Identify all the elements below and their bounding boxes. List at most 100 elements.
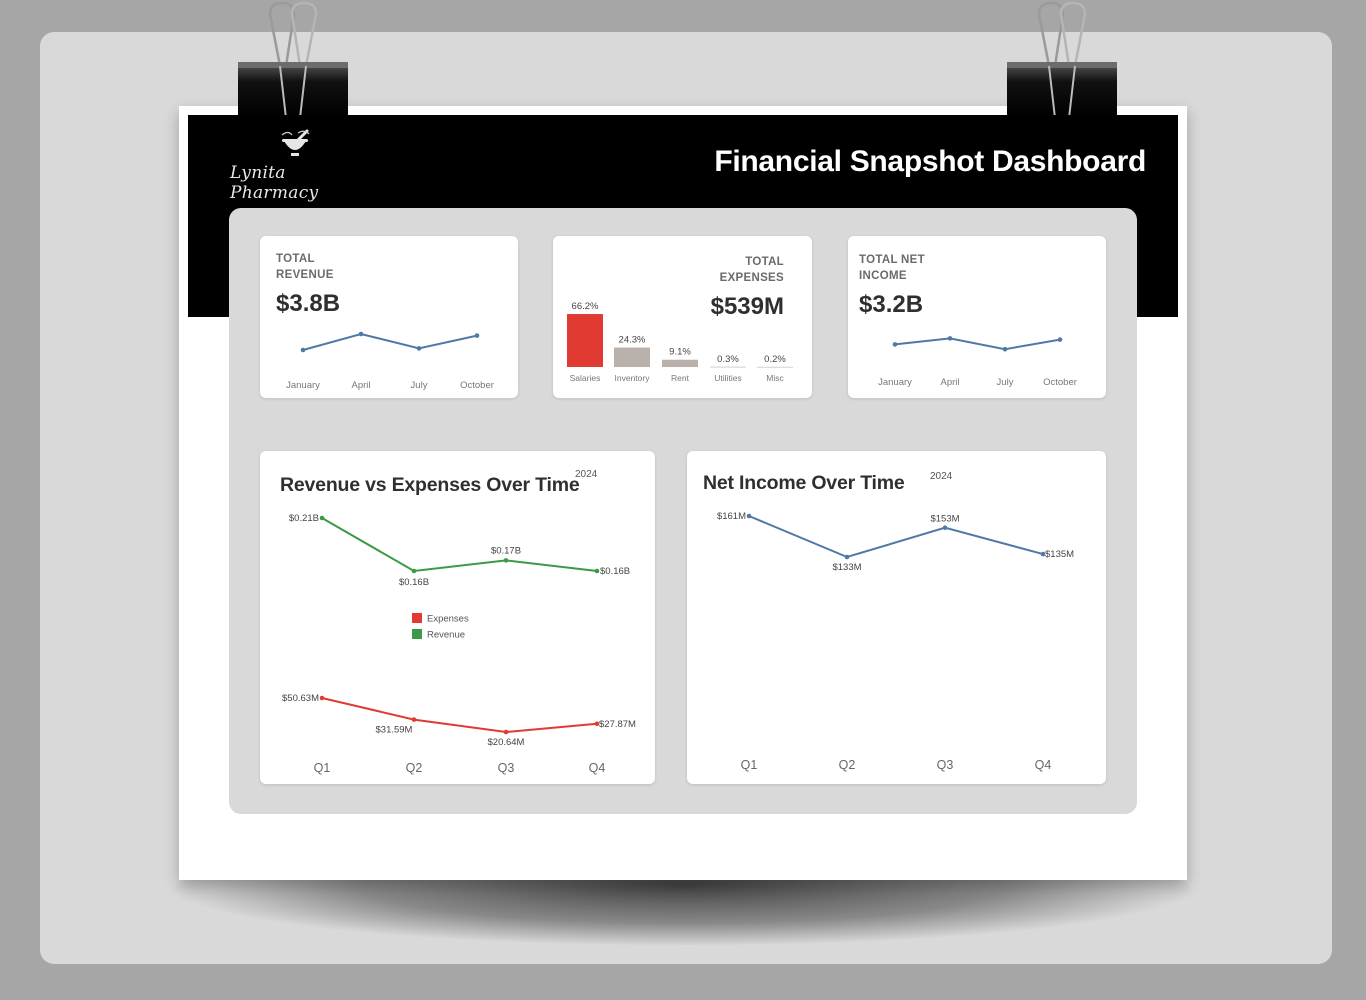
data-label: $20.64M — [488, 737, 525, 748]
expense-bar-label: 66.2% — [572, 301, 599, 312]
data-label: $135M — [1045, 549, 1074, 560]
x-tick-label: Q1 — [314, 761, 331, 775]
chart-year-net-income: 2024 — [930, 471, 953, 482]
sparkline-point — [1057, 337, 1063, 342]
expense-bar — [710, 366, 746, 368]
data-label: $0.16B — [600, 566, 630, 577]
data-label: $133M — [832, 562, 861, 573]
net-income-line — [748, 515, 1044, 559]
sparkline-tick-label: July — [997, 377, 1014, 388]
sparkline-point — [416, 346, 422, 351]
kpi-label-line1: TOTAL — [745, 256, 784, 268]
kpi-card-expenses: TOTAL EXPENSES $539M 66.2% Salaries 24.3% I… — [553, 236, 812, 398]
sparkline-point — [358, 331, 364, 337]
kpi-label-net-income: TOTAL NET INCOME — [859, 252, 925, 284]
chart-title-net-income: Net Income Over Time — [703, 472, 905, 494]
sparkline-point — [1002, 346, 1008, 352]
kpi-value-revenue: $3.8B — [276, 290, 341, 317]
logo-text: Lynita Pharmacy — [230, 163, 319, 203]
data-label: $0.21B — [289, 513, 319, 524]
x-tick-label: Q3 — [937, 758, 954, 772]
data-label: $50.63M — [282, 693, 319, 704]
expenses-bar-chart: 66.2% Salaries 24.3% Inventory 9.1% Rent 0.3% U… — [567, 301, 793, 383]
expense-category-label: Rent — [671, 373, 690, 383]
expense-bar-label: 0.2% — [764, 354, 786, 365]
kpi-label-line2: REVENUE — [276, 269, 334, 281]
legend-swatch — [412, 613, 422, 623]
dashboard-title: Financial Snapshot Dashboard — [714, 145, 1146, 178]
expense-bar — [757, 366, 793, 368]
kpi-value-expenses: $539M — [710, 293, 784, 320]
legend-label: Revenue — [427, 630, 465, 641]
sparkline-tick-label: October — [1043, 377, 1077, 388]
kpi-label-expenses: TOTAL EXPENSES — [720, 254, 784, 286]
x-tick-label: Q4 — [1035, 758, 1052, 772]
series-line-expenses — [321, 697, 598, 734]
x-tick-label: Q2 — [406, 761, 423, 775]
sparkline-tick-label: January — [286, 380, 320, 391]
sparkline-path — [894, 337, 1061, 351]
expense-bar-label: 24.3% — [619, 335, 646, 346]
series-point — [503, 558, 509, 563]
net-income-point — [942, 525, 948, 531]
sparkline-point — [947, 336, 953, 341]
data-label: $161M — [717, 511, 746, 522]
kpi-label-line1: TOTAL — [276, 253, 315, 265]
kpi-card-net-income: TOTAL NET INCOME $3.2B January April July O… — [848, 236, 1106, 398]
sparkline-tick-label: July — [411, 380, 428, 391]
legend-label: Expenses — [427, 614, 469, 625]
x-tick-label: Q1 — [741, 758, 758, 772]
expense-category-label: Utilities — [714, 373, 741, 383]
legend-swatch — [412, 629, 422, 639]
revenue-sparkline: January April July October — [286, 331, 494, 391]
net-income-point — [1040, 551, 1046, 557]
expense-bar-label: 0.3% — [717, 354, 739, 365]
series-point — [411, 717, 417, 722]
mortar-pestle-icon — [281, 129, 310, 156]
data-label: $31.59M — [376, 725, 413, 736]
kpi-label-line2: EXPENSES — [719, 272, 784, 284]
expense-bar-label: 9.1% — [669, 347, 691, 358]
sparkline-point — [300, 347, 306, 353]
binder-clip-right-icon — [1007, 1, 1117, 119]
sparkline-tick-label: April — [940, 377, 959, 388]
expense-category-label: Misc — [766, 373, 784, 383]
series-point — [594, 721, 600, 727]
kpi-label-line2: INCOME — [859, 270, 907, 282]
series-point — [319, 515, 325, 521]
net-income-point — [746, 513, 752, 519]
rev-exp-line-chart: $0.21B $0.16B $0.17B $0.16B $50.63M $31.59M $2… — [282, 513, 636, 775]
series-line-revenue — [321, 517, 598, 573]
x-tick-label: Q3 — [498, 761, 515, 775]
sparkline-point — [474, 333, 480, 338]
sparkline-tick-label: April — [351, 380, 370, 391]
kpi-value-net-income: $3.2B — [859, 291, 924, 318]
series-point — [594, 568, 600, 574]
expense-bar — [662, 359, 698, 367]
data-label: $0.17B — [491, 545, 521, 556]
chart-title-rev-exp: Revenue vs Expenses Over Time — [280, 474, 580, 496]
net-income-sparkline: January April July October — [878, 336, 1077, 388]
sparkline-path — [302, 332, 478, 351]
series-point — [319, 695, 325, 701]
sparkline-tick-label: October — [460, 380, 494, 391]
data-label: $153M — [930, 514, 959, 525]
chart-card-rev-exp: Revenue vs Expenses Over Time 2024 $0.21… — [260, 451, 655, 784]
series-point — [411, 568, 417, 574]
expense-category-label: Salaries — [570, 373, 601, 383]
x-tick-label: Q4 — [589, 761, 606, 775]
expense-category-label: Inventory — [615, 373, 651, 383]
sparkline-tick-label: January — [878, 377, 912, 388]
expense-bar — [567, 314, 603, 367]
data-label: $0.16B — [399, 577, 429, 588]
kpi-label-revenue: TOTAL REVENUE — [276, 251, 334, 283]
logo: Lynita Pharmacy — [230, 129, 370, 203]
x-tick-label: Q2 — [839, 758, 856, 772]
binder-clip-left-icon — [238, 1, 348, 119]
chart-year-rev-exp: 2024 — [575, 469, 598, 480]
chart-card-net-income: Net Income Over Time 2024 $161M $133M $153… — [687, 451, 1106, 784]
series-point — [503, 729, 509, 735]
expense-bar — [614, 347, 650, 367]
net-income-point — [844, 554, 850, 560]
kpi-label-line1: TOTAL NET — [859, 254, 925, 266]
